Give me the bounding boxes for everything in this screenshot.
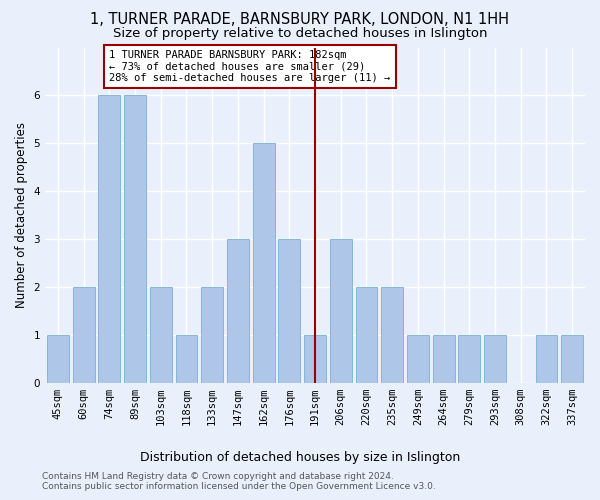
Bar <box>278 239 300 382</box>
Bar <box>201 287 223 382</box>
Bar <box>176 335 197 382</box>
Bar <box>330 239 352 382</box>
Bar <box>227 239 249 382</box>
Bar <box>73 287 95 382</box>
Bar <box>47 335 69 382</box>
Bar <box>433 335 455 382</box>
Bar <box>124 96 146 383</box>
Bar <box>98 96 120 383</box>
Bar <box>407 335 429 382</box>
Text: Contains HM Land Registry data © Crown copyright and database right 2024.: Contains HM Land Registry data © Crown c… <box>42 472 394 481</box>
Bar <box>484 335 506 382</box>
Bar <box>536 335 557 382</box>
Text: Size of property relative to detached houses in Islington: Size of property relative to detached ho… <box>113 28 487 40</box>
Bar <box>561 335 583 382</box>
Bar <box>381 287 403 382</box>
Bar <box>304 335 326 382</box>
Text: Distribution of detached houses by size in Islington: Distribution of detached houses by size … <box>140 451 460 464</box>
Bar <box>356 287 377 382</box>
Bar <box>458 335 480 382</box>
Bar <box>150 287 172 382</box>
Bar <box>253 144 275 382</box>
Text: Contains public sector information licensed under the Open Government Licence v3: Contains public sector information licen… <box>42 482 436 491</box>
Text: 1, TURNER PARADE, BARNSBURY PARK, LONDON, N1 1HH: 1, TURNER PARADE, BARNSBURY PARK, LONDON… <box>91 12 509 28</box>
Y-axis label: Number of detached properties: Number of detached properties <box>15 122 28 308</box>
Text: 1 TURNER PARADE BARNSBURY PARK: 182sqm
← 73% of detached houses are smaller (29): 1 TURNER PARADE BARNSBURY PARK: 182sqm ←… <box>109 50 391 83</box>
